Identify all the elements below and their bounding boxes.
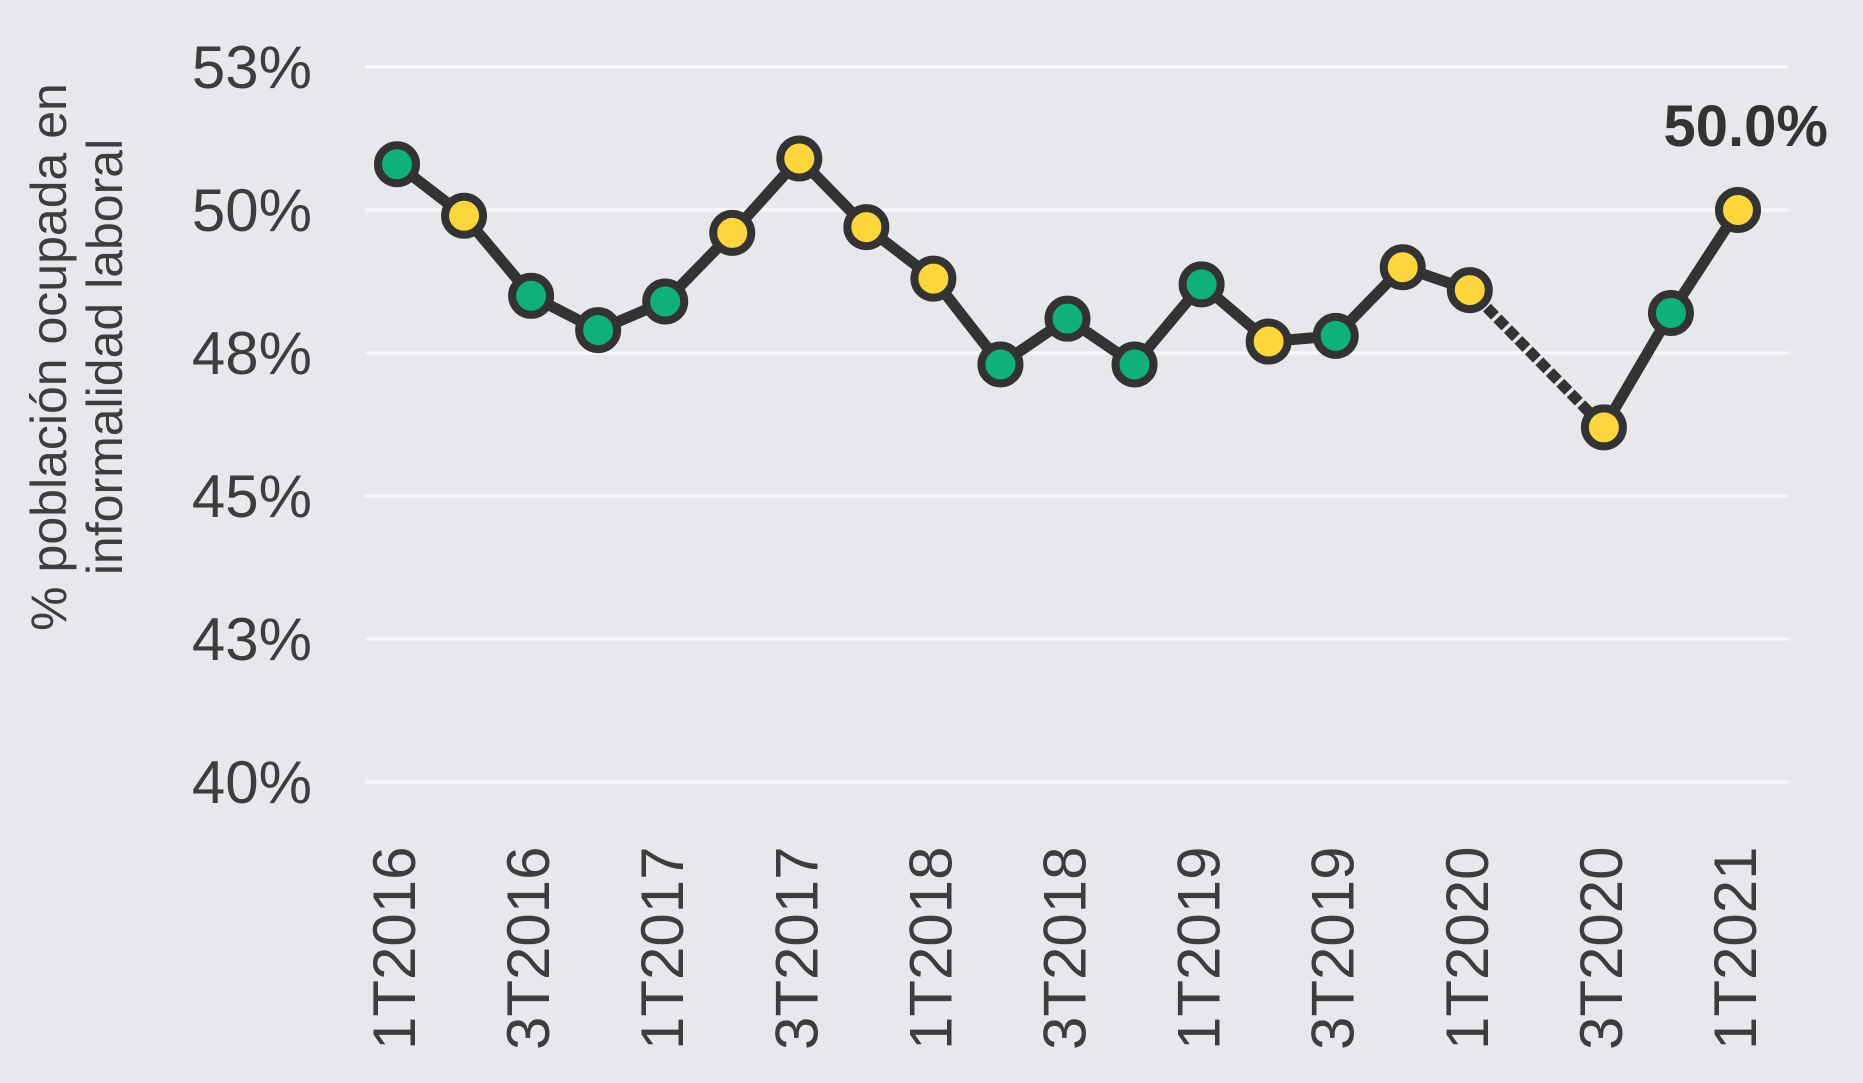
y-tick-43%: 43% bbox=[192, 606, 312, 673]
data-point-2T2019 bbox=[1245, 318, 1292, 365]
x-tick-3T2019: 3T2019 bbox=[1300, 847, 1367, 1051]
y-tick-48%: 48% bbox=[192, 320, 312, 387]
x-tick-1T2020: 1T2020 bbox=[1434, 847, 1501, 1051]
data-point-3T2016 bbox=[508, 272, 555, 319]
data-point-3T2018 bbox=[1044, 295, 1091, 342]
data-point-3T2019 bbox=[1312, 312, 1359, 359]
gridlines bbox=[365, 65, 1788, 784]
y-tick-45%: 45% bbox=[192, 463, 312, 530]
x-tick-1T2017: 1T2017 bbox=[629, 847, 696, 1051]
data-point-4T2018 bbox=[1111, 341, 1158, 388]
data-point-1T2020 bbox=[1446, 267, 1493, 314]
data-point-1T2018 bbox=[910, 255, 957, 302]
y-axis-title-line2: informalidad laboral bbox=[77, 139, 133, 575]
data-point-markers bbox=[374, 135, 1761, 451]
y-axis-tick-labels: 53% 50% 48% 45% 43% 40% bbox=[192, 34, 312, 816]
data-point-1T2019 bbox=[1178, 261, 1225, 308]
data-point-4T2019 bbox=[1379, 244, 1426, 291]
data-point-4T2017 bbox=[843, 204, 890, 251]
y-axis-title: % población ocupada en informalidad labo… bbox=[21, 83, 133, 631]
data-point-3T2017 bbox=[776, 135, 823, 182]
data-point-1T2021 bbox=[1715, 187, 1761, 233]
data-point-4T2016 bbox=[575, 307, 622, 354]
data-series-lines bbox=[391, 153, 1744, 436]
data-point-4T2020 bbox=[1647, 289, 1694, 336]
gap-segment-1T2020-3T2020 bbox=[1462, 282, 1612, 436]
y-axis-title-line1: % población ocupada en bbox=[21, 83, 77, 631]
x-tick-1T2021: 1T2021 bbox=[1702, 847, 1769, 1051]
data-point-2T2018 bbox=[977, 341, 1024, 388]
x-tick-1T2019: 1T2019 bbox=[1166, 847, 1233, 1051]
x-tick-3T2018: 3T2018 bbox=[1032, 847, 1099, 1051]
x-tick-3T2020: 3T2020 bbox=[1568, 847, 1635, 1051]
y-tick-53%: 53% bbox=[192, 34, 312, 101]
y-tick-40%: 40% bbox=[192, 749, 312, 816]
data-point-1T2017 bbox=[642, 278, 689, 325]
last-value-annotation: 50.0% bbox=[1664, 94, 1828, 159]
x-tick-3T2016: 3T2016 bbox=[495, 847, 562, 1051]
x-tick-3T2017: 3T2017 bbox=[763, 847, 830, 1051]
data-point-1T2016 bbox=[374, 141, 420, 188]
y-tick-50%: 50% bbox=[192, 177, 312, 244]
x-tick-1T2018: 1T2018 bbox=[897, 847, 964, 1051]
x-axis-tick-labels: 1T2016 3T2016 1T2017 3T2017 1T2018 3T2018 1T20… bbox=[361, 847, 1769, 1051]
data-point-3T2020 bbox=[1580, 404, 1627, 451]
data-point-2T2016 bbox=[441, 192, 488, 239]
x-tick-1T2016: 1T2016 bbox=[361, 847, 428, 1051]
data-point-2T2017 bbox=[709, 209, 756, 256]
